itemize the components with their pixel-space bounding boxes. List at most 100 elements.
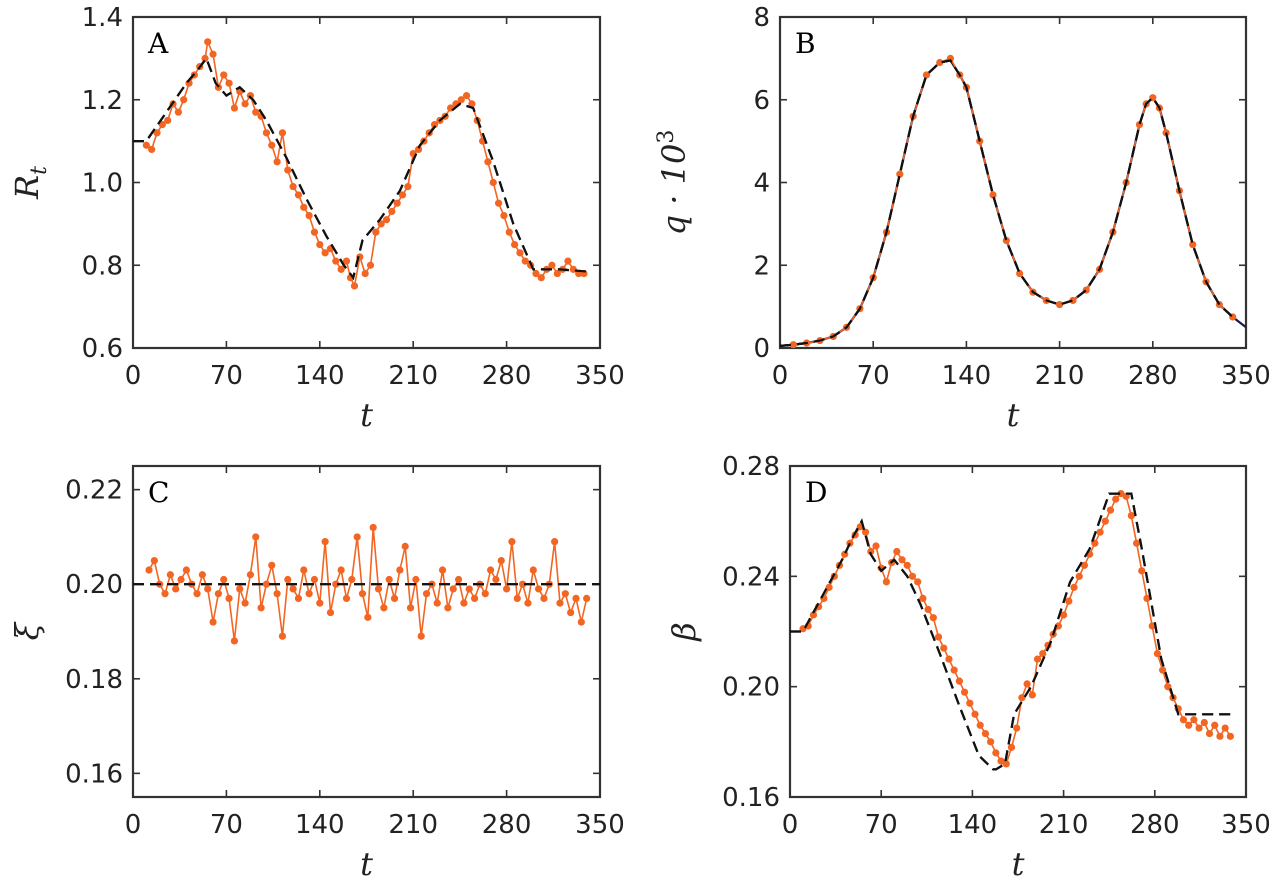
data-point [924,605,932,614]
data-point [214,590,222,598]
data-point [289,183,297,191]
data-point [511,240,519,249]
data-point [412,575,420,584]
data-point [401,542,409,550]
data-point [220,71,228,79]
data-point [332,257,340,265]
data-point [305,212,313,220]
data-point [348,575,356,584]
data-point [567,608,575,617]
data-point [481,590,489,598]
data-point [198,571,206,579]
data-point [503,585,511,593]
data-point [1185,721,1193,729]
data-point [374,585,383,593]
data-point [153,129,161,137]
y-axis-label: ξ [8,621,46,640]
data-point [1002,760,1010,768]
data-point [583,594,591,603]
data-point [922,71,931,79]
x-tick-label: 140 [295,810,345,840]
data-point [225,79,233,87]
data-point [484,158,492,166]
data-point [564,257,572,265]
data-point [316,240,324,249]
data-point [278,632,287,640]
data-point [1189,240,1197,249]
data-point [246,571,255,579]
data-point [971,710,979,718]
data-point [1070,583,1078,591]
data-point [422,590,431,598]
x-tick-label: 0 [782,810,799,840]
data-point [377,220,385,228]
x-tick-label: 280 [1128,361,1178,391]
data-point [1138,567,1146,575]
data-point [350,282,359,290]
data-point [1195,724,1203,732]
x-tick-label: 0 [125,810,142,840]
data-point [1159,666,1167,674]
panel-c: 0 70 140 210 280 350 0.16 0.18 0.20 0.22 Ct ξ [8,464,625,883]
data-point [230,637,239,645]
data-point [1164,683,1172,691]
data-point [444,604,452,612]
y-tick-label: 4 [753,169,770,199]
data-point [540,594,548,603]
data-point [1127,512,1135,520]
data-point [262,580,271,588]
data-point [1143,594,1151,603]
panel-b: 0 70 140 210 280 350 0 2 4 6 8Bt q · 103 [654,3,1271,434]
data-point [300,566,308,574]
y-tick-label: 0.8 [82,251,123,281]
x-tick-label: 140 [295,361,345,391]
data-point [404,183,412,191]
data-point [388,207,396,216]
y-tick-label: 0 [753,334,770,364]
y-tick-label: 0.28 [722,452,780,482]
data-point [1106,506,1115,514]
x-axis-label: t [1012,845,1025,883]
data-point [508,538,516,546]
data-point [1033,655,1042,663]
x-tick-label: 350 [575,810,625,840]
data-point [561,590,569,598]
data-point [353,533,361,541]
data-point [556,599,564,607]
data-point [372,228,380,236]
data-point [257,604,265,612]
data-point [981,729,990,738]
data-point [1205,729,1214,738]
panel-letter: B [795,27,816,60]
x-tick-label: 70 [857,361,890,391]
data-point [417,632,425,640]
x-tick-label: 210 [388,361,438,391]
data-point [342,594,351,603]
data-point [1039,649,1047,658]
data-point [861,528,870,536]
data-point [332,580,340,588]
data-point [398,191,407,199]
plot-frame [778,15,1248,350]
panel-letter: C [148,476,169,509]
data-point [364,613,372,621]
data-point [903,561,911,569]
data-point [430,120,439,129]
x-tick-label: 70 [865,810,898,840]
data-point [142,141,150,149]
data-point [148,145,156,153]
x-tick-label: 140 [942,361,992,391]
data-point [1216,732,1224,740]
data-point [380,604,388,612]
data-point [919,594,927,603]
data-point [182,566,190,574]
data-point [1054,622,1062,630]
data-point [492,575,500,584]
data-point [789,341,797,348]
series-line-reference-overlay [133,56,587,281]
data-point [882,578,891,586]
y-tick-label: 0.24 [722,562,780,592]
data-point [1135,120,1144,129]
data-point [950,666,958,674]
